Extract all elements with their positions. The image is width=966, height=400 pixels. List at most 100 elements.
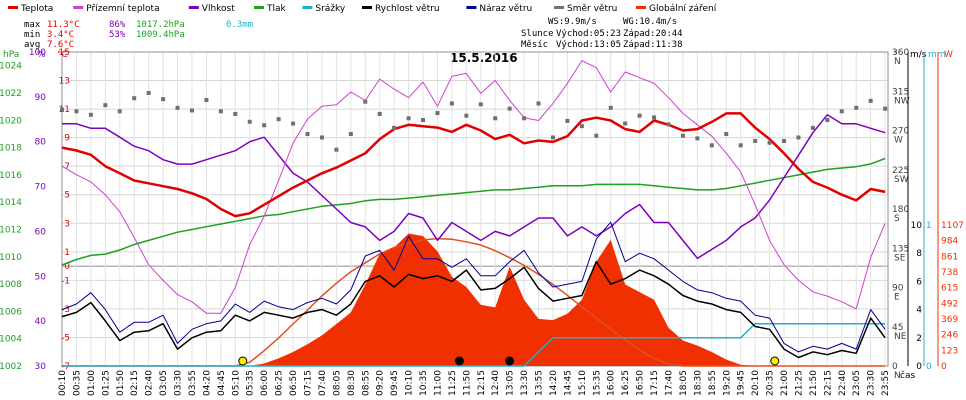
temperature_c-tick-11: 13	[59, 77, 70, 87]
direction_deg-tick-0: 0	[892, 362, 898, 372]
radiation_w-tick-6: 738	[941, 268, 958, 278]
moon-rise: Východ:13:05	[556, 40, 621, 50]
direction_deg-tick-2: 90	[892, 284, 904, 294]
direction_deg-tick-8: 360	[892, 48, 909, 58]
x-tick-18: 07:40	[318, 370, 328, 396]
x-tick-51: 21:25	[794, 370, 804, 396]
legend-label-4: Srážky	[315, 4, 346, 14]
wind-direction-point-2	[88, 112, 93, 117]
pressure_hpa-tick-3: 1008	[0, 280, 22, 290]
pressure_hpa-tick-11: 1024	[0, 62, 22, 72]
x-tick-1: 00:35	[72, 370, 82, 396]
wind-direction-point-48	[753, 138, 758, 143]
x-tick-11: 04:45	[217, 370, 227, 396]
x-tick-37: 15:35	[592, 370, 602, 396]
sun-rise: Východ:05:23	[556, 29, 621, 39]
x-tick-40: 16:50	[636, 370, 646, 396]
legend-label-8: Globální záření	[649, 4, 717, 14]
wind-gust-info: WG:10.4m/s	[623, 17, 677, 27]
humidity_pct-tick-7: 100	[29, 48, 46, 58]
x-tick-42: 17:40	[665, 370, 675, 396]
series-line-p-zemn-teplota	[61, 60, 886, 314]
wind-direction-point-28	[464, 113, 469, 118]
x-tick-21: 08:55	[361, 370, 371, 396]
direction_deg-tick-3: 135	[892, 244, 909, 254]
x-tick-12: 05:10	[231, 370, 241, 396]
wind_ms-tick-0: 0	[916, 362, 922, 372]
x-tick-7: 03:05	[159, 370, 169, 396]
humidity_pct-tick-6: 90	[35, 93, 47, 103]
legend-label-5: Rychlost větru	[375, 4, 440, 14]
wind-direction-point-20	[348, 131, 353, 136]
radiation_w-tick-9: 1107	[941, 221, 964, 231]
wind-direction-point-24	[406, 116, 411, 121]
humidity_pct-tick-3: 60	[35, 227, 47, 237]
direction_deg-name-1: NE	[894, 332, 907, 342]
stat-max-hum: 86%	[109, 20, 126, 30]
wind-direction-point-11	[218, 109, 223, 114]
stat-max-press: 1017.2hPa	[136, 20, 185, 30]
direction_deg-name-5: SW	[894, 175, 909, 185]
x-tick-23: 09:45	[390, 370, 400, 396]
x-tick-56: 23:30	[867, 370, 877, 396]
x-tick-34: 14:20	[549, 370, 559, 396]
direction_deg-name-0: N	[894, 371, 901, 381]
unit-pct: %	[37, 50, 46, 60]
legend-label-1: Přízemní teplota	[86, 4, 159, 14]
wind-direction-point-8	[175, 105, 180, 110]
wind-direction-point-15	[276, 117, 281, 122]
x-tick-55: 23:05	[852, 370, 862, 396]
direction_deg-name-6: W	[894, 136, 903, 146]
stat-min-temp: 3.4°C	[47, 30, 74, 40]
wind-direction-point-42	[666, 122, 671, 127]
legend-swatch-5	[362, 6, 372, 9]
wind-direction-point-55	[854, 105, 859, 110]
wind-direction-point-43	[680, 133, 685, 138]
wind-direction-point-33	[536, 101, 541, 106]
direction_deg-name-3: SE	[894, 253, 906, 263]
wind-direction-point-57	[883, 106, 888, 111]
x-tick-10: 04:20	[202, 370, 212, 396]
stat-max-label: max	[24, 20, 41, 30]
chart-title: 15.5.2016	[450, 51, 518, 65]
temperature_c-tick-8: 7	[64, 162, 70, 172]
series-line-vlhkost	[62, 114, 886, 260]
humidity_pct-tick-1: 40	[35, 317, 47, 327]
wind-direction-point-6	[146, 90, 151, 95]
wind-direction-point-12	[233, 111, 238, 116]
direction_deg-tick-6: 270	[892, 127, 909, 137]
direction_deg-tick-7: 315	[892, 87, 909, 97]
direction_deg-tick-1: 45	[892, 323, 903, 333]
x-tick-36: 15:10	[578, 370, 588, 396]
wind-direction-point-27	[449, 101, 454, 106]
pressure_hpa-tick-4: 1010	[0, 253, 22, 263]
wind-direction-point-14	[262, 123, 267, 128]
series-line-rychlost-v-tru	[61, 260, 886, 359]
wind-direction-point-47	[738, 143, 743, 148]
unit-deg: °	[893, 50, 898, 60]
radiation_w-tick-3: 369	[941, 315, 958, 325]
x-tick-53: 22:15	[823, 370, 833, 396]
wind-direction-point-22	[377, 111, 382, 116]
legend-swatch-1	[73, 6, 84, 9]
x-tick-45: 18:55	[708, 370, 718, 396]
wind-direction-point-4	[117, 109, 122, 114]
temperature_c-tick-1: -5	[61, 333, 70, 343]
humidity_pct-tick-5: 80	[35, 138, 47, 148]
pressure_hpa-tick-6: 1014	[0, 198, 22, 208]
x-tick-17: 07:15	[303, 370, 313, 396]
wind-direction-point-44	[695, 136, 700, 141]
moon-label: Měsíc	[521, 40, 548, 50]
x-tick-52: 21:50	[809, 370, 819, 396]
wind-direction-point-21	[363, 99, 368, 104]
legend-label-3: Tlak	[266, 4, 287, 14]
x-tick-54: 22:40	[838, 370, 848, 396]
stats-block: max 11.3°C 86% 1017.2hPa 0.3mm min 3.4°C…	[24, 17, 683, 50]
temperature_c-tick-6: 3	[64, 219, 70, 229]
x-tick-6: 02:40	[145, 370, 155, 396]
x-tick-32: 13:30	[520, 370, 530, 396]
series-line-teplota	[61, 112, 886, 218]
x-tick-50: 21:00	[780, 370, 790, 396]
wind-direction-point-56	[868, 98, 873, 103]
